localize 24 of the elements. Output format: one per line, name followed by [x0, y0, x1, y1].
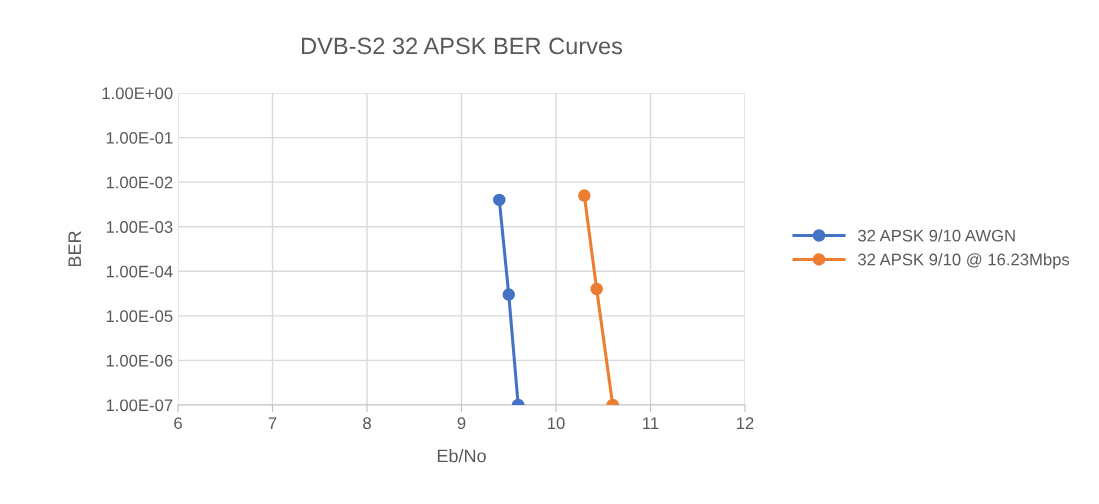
x-axis-title: Eb/No	[437, 449, 486, 463]
y-tick-label: 1.00E-03	[106, 221, 173, 233]
x-tick-label: 9	[457, 417, 466, 430]
y-tick-label: 1.00E-01	[106, 131, 173, 144]
x-tick-label: 7	[268, 417, 277, 429]
point	[502, 288, 516, 301]
y-tick-label: 1.00E-05	[106, 310, 173, 323]
legend-label: 32 APSK 9/10 @ 16.23Mbps	[857, 253, 1070, 269]
x-tick-label: 11	[643, 417, 659, 429]
y-tick-label: 1.00E-06	[106, 354, 173, 367]
y-tick-label: 1.00E-07	[106, 399, 173, 412]
y-tick-label: 1.00E-02	[106, 176, 173, 189]
chart-title: DVB-S2 32 APSK BER Curves	[302, 37, 623, 55]
point	[493, 193, 506, 207]
legend-label: 32 APSK 9/10 AWGN	[857, 229, 1015, 242]
x-tick-label: 12	[737, 417, 754, 429]
point	[578, 189, 591, 202]
y-axis-title: BER	[68, 231, 81, 267]
point	[590, 282, 603, 296]
y-tick-label: 1.00E-04	[106, 265, 173, 278]
x-tick-label: 6	[174, 417, 182, 430]
x-tick-label: 10	[548, 417, 565, 430]
y-tick-label: 1.00E+00	[102, 87, 173, 100]
x-tick-label: 8	[363, 417, 371, 430]
